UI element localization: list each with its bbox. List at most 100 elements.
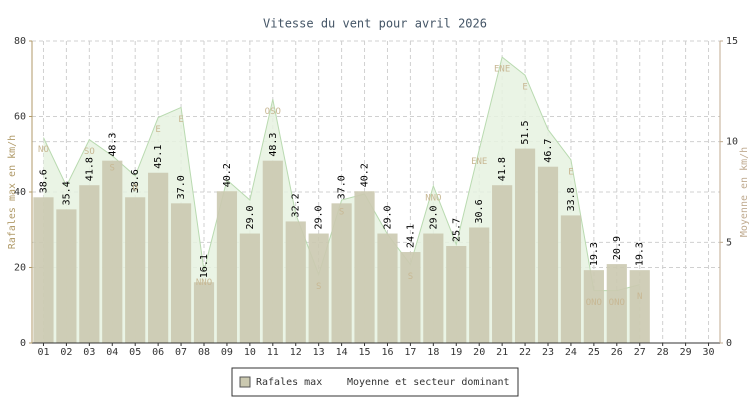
value-label: 51.5 bbox=[520, 120, 531, 144]
x-tick-label: 08 bbox=[198, 347, 210, 358]
direction-label: S bbox=[110, 163, 115, 173]
x-tick-label: 06 bbox=[152, 347, 164, 358]
direction-label: NO bbox=[38, 145, 49, 155]
value-label: 35.4 bbox=[61, 181, 72, 205]
bar bbox=[239, 233, 260, 343]
x-tick-label: 17 bbox=[404, 347, 416, 358]
bar bbox=[606, 264, 627, 343]
x-tick-label: 09 bbox=[221, 347, 233, 358]
x-tick-label: 05 bbox=[129, 347, 141, 358]
value-label: 48.3 bbox=[268, 133, 279, 157]
value-label: 33.8 bbox=[566, 187, 577, 211]
bar bbox=[423, 233, 444, 343]
y2-tick-label: 15 bbox=[726, 36, 738, 47]
x-tick-label: 28 bbox=[657, 347, 669, 358]
bar bbox=[170, 203, 192, 343]
value-label: 20.9 bbox=[612, 236, 623, 260]
direction-label: E bbox=[522, 83, 527, 93]
x-tick-label: 03 bbox=[83, 347, 95, 358]
direction-label: SO bbox=[84, 147, 95, 157]
direction-label: S bbox=[316, 282, 321, 292]
value-label: 29.0 bbox=[428, 205, 439, 229]
value-label: 48.3 bbox=[107, 133, 118, 157]
mean-line bbox=[43, 56, 640, 292]
bar bbox=[56, 209, 77, 343]
direction-label: O bbox=[132, 183, 137, 193]
x-tick-label: 12 bbox=[290, 347, 302, 358]
x-tick-label: 02 bbox=[60, 347, 72, 358]
y-axis-label: Rafales max en km/h bbox=[7, 135, 18, 249]
value-label: 37.0 bbox=[337, 175, 348, 199]
x-tick-label: 11 bbox=[267, 347, 279, 358]
value-label: 45.1 bbox=[153, 145, 164, 169]
value-label: 32.2 bbox=[291, 193, 302, 217]
x-tick-label: 27 bbox=[634, 347, 646, 358]
value-label: 19.3 bbox=[589, 242, 600, 266]
x-tick-label: 25 bbox=[588, 347, 600, 358]
x-tick-label: 24 bbox=[565, 347, 577, 358]
bar bbox=[285, 221, 306, 343]
value-label: 46.7 bbox=[543, 139, 554, 163]
x-tick-label: 20 bbox=[473, 347, 485, 358]
legend-swatch bbox=[239, 376, 251, 388]
legend-box bbox=[231, 367, 519, 397]
direction-label: NNO bbox=[196, 278, 212, 288]
x-tick-label: 18 bbox=[427, 347, 439, 358]
direction-label: N bbox=[637, 292, 642, 302]
bar bbox=[308, 233, 329, 343]
bar bbox=[262, 160, 283, 343]
chart-title: Vitesse du vent pour avril 2026 bbox=[263, 17, 487, 31]
value-label: 29.0 bbox=[382, 205, 393, 229]
x-tick-label: 22 bbox=[519, 347, 531, 358]
value-label: 16.1 bbox=[199, 254, 210, 278]
value-label: 40.2 bbox=[222, 163, 233, 187]
y-tick-label: 20 bbox=[14, 263, 26, 274]
direction-label: E bbox=[155, 125, 160, 135]
x-tick-label: 13 bbox=[313, 347, 325, 358]
x-tick-label: 29 bbox=[680, 347, 692, 358]
bar bbox=[400, 252, 421, 343]
x-tick-label: 10 bbox=[244, 347, 256, 358]
bar bbox=[537, 166, 559, 343]
x-tick-label: 15 bbox=[359, 347, 371, 358]
direction-label: ONO bbox=[609, 298, 625, 308]
y2-tick-label: 0 bbox=[726, 338, 732, 349]
y-tick-label: 40 bbox=[14, 187, 26, 198]
y2-tick-label: 10 bbox=[726, 137, 738, 148]
bar bbox=[79, 185, 100, 343]
bar bbox=[446, 245, 467, 343]
direction-label: S bbox=[408, 272, 413, 282]
y2-tick-label: 5 bbox=[726, 237, 732, 248]
direction-label: ENE bbox=[471, 157, 487, 167]
x-tick-label: 14 bbox=[336, 347, 348, 358]
value-label: 24.1 bbox=[405, 224, 416, 248]
y2-axis-label: Moyenne en km/h bbox=[739, 147, 750, 237]
legend-label: Rafales max bbox=[256, 377, 322, 388]
bar bbox=[331, 203, 352, 343]
direction-label: E bbox=[178, 115, 183, 125]
bar bbox=[125, 197, 146, 343]
bar bbox=[560, 215, 582, 343]
value-label: 25.7 bbox=[451, 218, 462, 242]
value-label: 38.6 bbox=[130, 169, 141, 193]
bar bbox=[102, 160, 123, 343]
x-tick-label: 26 bbox=[611, 347, 623, 358]
x-tick-label: 23 bbox=[542, 347, 554, 358]
direction-label: ONO bbox=[586, 298, 602, 308]
bar bbox=[216, 191, 238, 343]
value-label: 38.6 bbox=[38, 169, 49, 193]
legend-label: Moyenne et secteur dominant bbox=[347, 377, 510, 388]
value-label: 30.6 bbox=[474, 199, 485, 223]
bar bbox=[148, 172, 169, 343]
direction-label: S bbox=[339, 208, 344, 218]
x-tick-label: 30 bbox=[703, 347, 715, 358]
bar bbox=[33, 197, 54, 343]
value-label: 19.3 bbox=[635, 242, 646, 266]
x-tick-label: 04 bbox=[106, 347, 118, 358]
value-label: 29.0 bbox=[245, 205, 256, 229]
direction-label: NNO bbox=[425, 193, 441, 203]
bar bbox=[492, 185, 513, 343]
bar bbox=[583, 270, 604, 343]
y-tick-label: 60 bbox=[14, 112, 26, 123]
